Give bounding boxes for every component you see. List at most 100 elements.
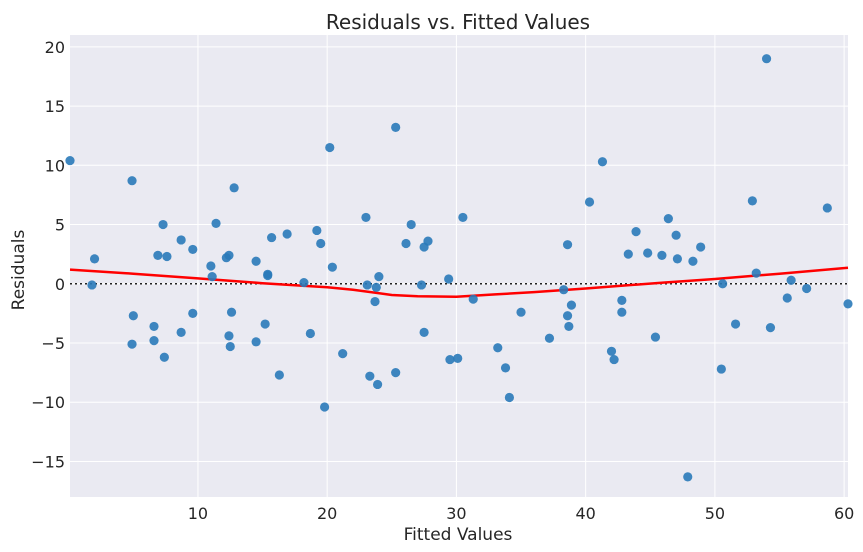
residual-point [391, 368, 401, 378]
y-tick-labels: −15 −10 −5 0 5 10 15 20 [31, 38, 65, 472]
residual-point [544, 333, 555, 343]
y-tick-label: −15 [31, 452, 65, 471]
residual-point [365, 371, 375, 381]
x-axis-title: Fitted Values [404, 525, 513, 545]
y-tick-label: 15 [45, 97, 65, 116]
lowess-line [69, 266, 849, 299]
residual-point [416, 280, 427, 290]
residual-point [566, 300, 577, 310]
residual-point [282, 229, 292, 239]
residual-point [65, 155, 75, 166]
chart-title: Residuals vs. Fitted Values [326, 10, 590, 34]
residual-point [761, 54, 772, 64]
residual-points [65, 54, 853, 482]
residual-point [319, 402, 330, 412]
residual-point [631, 227, 641, 237]
residual-point [843, 299, 853, 309]
residual-point [372, 379, 383, 390]
residual-point [127, 339, 137, 349]
residual-point [468, 294, 478, 304]
residual-point [229, 183, 239, 193]
x-tick-label: 30 [446, 504, 466, 523]
residual-point [643, 248, 653, 258]
residual-point [162, 251, 172, 262]
y-tick-label: 0 [55, 275, 65, 294]
residual-point [765, 323, 776, 333]
residual-point [453, 353, 463, 363]
residual-point [671, 230, 681, 240]
residual-point [89, 254, 100, 264]
residual-point [419, 327, 429, 337]
residual-point [458, 212, 468, 223]
residual-point [361, 212, 371, 223]
y-axis-title: Residuals [9, 230, 29, 311]
residual-point [609, 354, 619, 365]
residual-point [564, 321, 574, 332]
y-tick-label: 5 [55, 216, 65, 235]
residual-point [559, 285, 569, 295]
residual-point [338, 349, 348, 359]
residual-point [316, 238, 326, 249]
residual-point [267, 232, 277, 243]
residual-point [159, 352, 169, 362]
residual-point [149, 321, 159, 332]
residual-point [696, 242, 706, 252]
residual-point [444, 274, 454, 284]
residual-point [747, 196, 757, 206]
residual-point [802, 283, 812, 294]
residual-point [225, 341, 235, 352]
residual-point [782, 293, 792, 303]
residual-point [260, 319, 270, 329]
residual-point [617, 307, 627, 317]
residual-point [562, 240, 573, 250]
residual-point [226, 307, 237, 317]
residual-point [406, 219, 416, 230]
residual-point [718, 279, 728, 289]
residual-point [149, 336, 159, 346]
residual-point [688, 256, 698, 266]
residual-point [362, 280, 372, 290]
residual-point [128, 311, 138, 321]
residual-point [504, 392, 515, 403]
residual-point [391, 122, 401, 132]
residual-point [516, 307, 526, 317]
residual-point [207, 272, 217, 282]
residual-point [597, 157, 608, 167]
residual-point [188, 308, 198, 318]
x-tick-label: 20 [317, 504, 337, 523]
residual-point [251, 337, 261, 347]
residual-point [325, 142, 335, 153]
residual-point [211, 218, 221, 228]
residual-point [263, 270, 273, 281]
residual-point [423, 236, 433, 246]
residual-point [445, 354, 455, 365]
residual-point [562, 311, 573, 321]
x-tick-labels: 10 20 30 40 50 60 [188, 504, 855, 523]
y-tick-label: 20 [45, 38, 65, 57]
residual-point [672, 254, 683, 264]
x-tick-label: 10 [188, 504, 208, 523]
residual-point [327, 262, 337, 272]
residual-point [188, 244, 198, 255]
x-tick-label: 40 [575, 504, 595, 523]
residual-point [493, 343, 503, 353]
residual-point [623, 249, 633, 259]
y-tick-label: 10 [45, 156, 65, 175]
residual-point [251, 256, 261, 266]
residual-point [176, 327, 186, 337]
residual-point [650, 332, 661, 342]
residual-point [224, 250, 234, 260]
residual-point [751, 268, 761, 278]
y-tick-label: −5 [41, 334, 65, 353]
residual-point [176, 235, 186, 245]
residual-point [730, 319, 741, 329]
residual-point [158, 219, 168, 230]
residual-point [606, 346, 617, 356]
residual-point [500, 363, 511, 373]
residual-point [224, 331, 234, 341]
smooth-trend-line [69, 266, 849, 299]
residual-point [617, 295, 627, 305]
residual-point [786, 275, 796, 285]
residual-point [299, 277, 309, 288]
residual-point [822, 203, 832, 213]
